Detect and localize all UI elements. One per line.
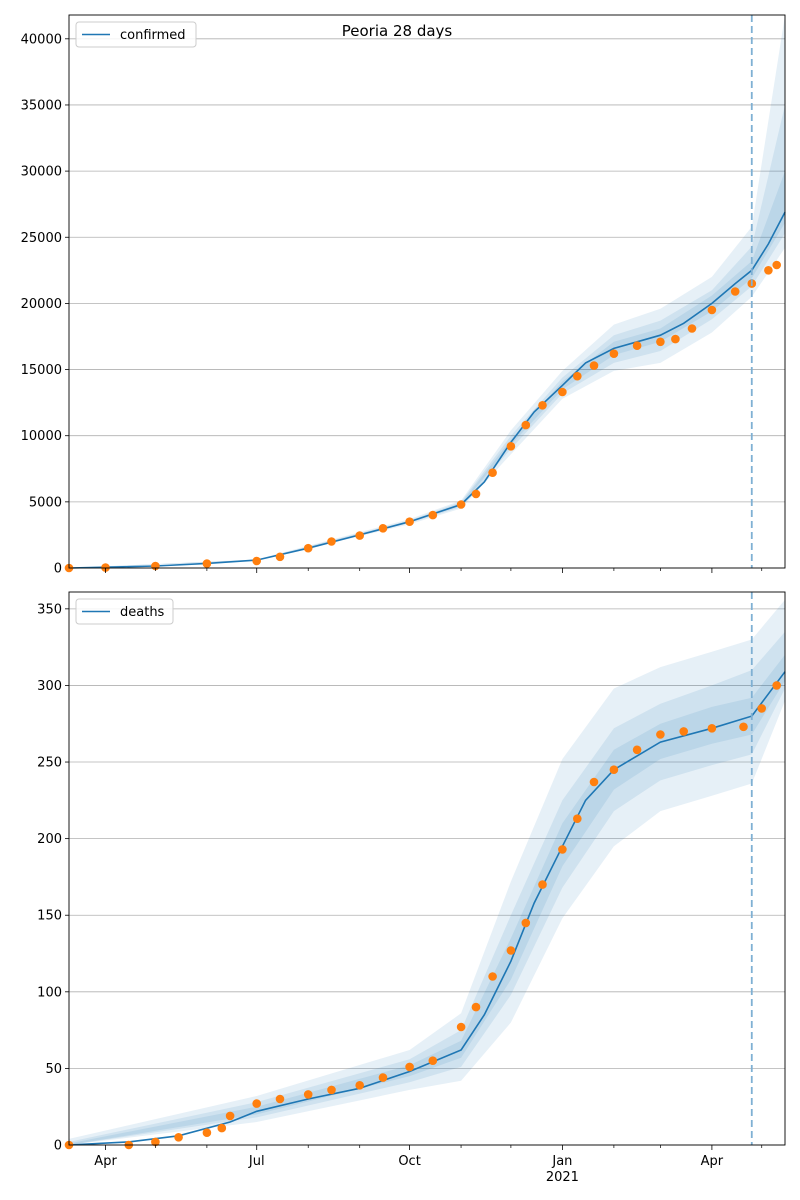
confirmed-observed-point [252, 556, 261, 566]
confirmed-observed-point [772, 260, 781, 270]
deaths-observed-point [355, 1081, 365, 1090]
confirmed-observed-point [671, 334, 680, 344]
confirmed-observed-point [538, 401, 547, 410]
confirmed-uncertainty-band [69, 15, 785, 568]
confirmed-observed-point [488, 468, 497, 478]
deaths-observed-point [405, 1062, 414, 1072]
confirmed-observed-point [275, 552, 285, 562]
confirmed-observed-point [471, 489, 481, 499]
deaths-observed-point [558, 845, 567, 854]
deaths-legend: deaths [75, 598, 174, 625]
deaths-observed-point [275, 1094, 285, 1104]
deaths-observed-point [521, 918, 531, 928]
confirmed-legend: confirmed [75, 21, 197, 48]
confirmed-observed-point [687, 324, 697, 333]
deaths-ytick-label: 50 [45, 1062, 62, 1077]
deaths-observed-point [707, 724, 717, 733]
confirmed-ytick-label: 30000 [21, 165, 62, 180]
deaths-observed-point [151, 1137, 160, 1147]
confirmed-ytick-label: 0 [54, 562, 62, 577]
deaths-observed-point [378, 1073, 388, 1082]
xtick-label: Oct [398, 1154, 420, 1169]
deaths-observed-point [303, 1090, 313, 1099]
confirmed-observed-point [378, 524, 388, 533]
confirmed-uncertainty-band [69, 105, 785, 568]
chart-title: Peoria 28 days [342, 22, 453, 40]
deaths-observed-point [632, 745, 642, 755]
deaths-observed-point [217, 1123, 227, 1133]
deaths-uncertainty-band [69, 631, 785, 1145]
deaths-ytick-label: 300 [37, 679, 62, 694]
deaths-uncertainty-band [69, 599, 785, 1145]
confirmed-observed-point [327, 537, 336, 546]
deaths-observed-point [609, 765, 619, 774]
confirmed-observed-point [730, 287, 740, 296]
xtick-label: Jan [551, 1154, 572, 1169]
deaths-observed-point [656, 730, 665, 739]
confirmed-observed-point [303, 543, 313, 553]
deaths-observed-point [538, 880, 547, 889]
confirmed-observed-point [764, 266, 773, 275]
deaths-observed-point [225, 1111, 235, 1121]
deaths-observed-point [252, 1099, 261, 1108]
deaths-observed-point [679, 727, 688, 736]
deaths-observed-point [772, 681, 781, 690]
confirmed-panel: 0 5000 10000 15000 20000 25000 30000 35000 40000… [21, 14, 786, 577]
deaths-observed-point [456, 1022, 466, 1032]
confirmed-observed-point [558, 387, 567, 397]
confirmed-observed-point [589, 361, 599, 370]
confirmed-observed-point [405, 517, 414, 526]
deaths-legend-label: deaths [120, 605, 165, 620]
confirmed-axes-frame [68, 14, 786, 569]
deaths-observed-point [488, 972, 497, 981]
deaths-model-line [68, 671, 786, 1146]
confirmed-observed-point [521, 420, 531, 430]
deaths-observed-point [739, 722, 748, 732]
deaths-ytick-label: 350 [37, 602, 62, 617]
deaths-observed-point [471, 1002, 481, 1012]
deaths-ytick-label: 150 [37, 909, 62, 924]
confirmed-legend-box [75, 21, 197, 48]
confirmed-observed-point [573, 371, 582, 381]
confirmed-observed-point [632, 341, 642, 351]
deaths-observed-point [428, 1056, 438, 1065]
xtick-label: Apr [701, 1154, 724, 1169]
deaths-ytick-label: 100 [37, 985, 62, 1000]
deaths-ytick-label: 0 [54, 1139, 62, 1154]
deaths-observed-point [757, 704, 766, 713]
confirmed-observed-point [428, 510, 438, 520]
confirmed-ytick-label: 15000 [21, 363, 62, 378]
deaths-ytick-label: 250 [37, 756, 62, 771]
deaths-observed-point [202, 1128, 212, 1137]
deaths-observed-point [174, 1133, 183, 1142]
deaths-observed-point [573, 814, 582, 823]
deaths-observed-point [506, 946, 516, 955]
deaths-ytick-label: 200 [37, 832, 62, 847]
confirmed-observed-point [355, 531, 365, 540]
confirmed-observed-point [707, 305, 717, 315]
confirmed-ytick-label: 35000 [21, 98, 62, 113]
confirmed-ytick-label: 20000 [21, 297, 62, 312]
deaths-legend-box [75, 598, 174, 625]
xtick-label: Apr [94, 1154, 117, 1169]
confirmed-ytick-label: 10000 [21, 429, 62, 444]
confirmed-observed-point [456, 500, 466, 509]
confirmed-observed-point [656, 337, 665, 347]
confirmed-legend-label: confirmed [120, 28, 186, 43]
deaths-axes-frame [68, 591, 786, 1146]
confirmed-ytick-label: 25000 [21, 231, 62, 246]
confirmed-ytick-label: 40000 [21, 32, 62, 47]
confirmed-observed-point [506, 442, 516, 451]
xtick-label: Jul [248, 1154, 265, 1169]
confirmed-ytick-label: 5000 [29, 495, 62, 510]
confirmed-observed-point [609, 349, 619, 359]
deaths-observed-point [327, 1085, 336, 1095]
xtick-year-label: 2021 [546, 1170, 579, 1185]
confirmed-observed-point [202, 559, 212, 568]
deaths-observed-point [589, 777, 599, 787]
